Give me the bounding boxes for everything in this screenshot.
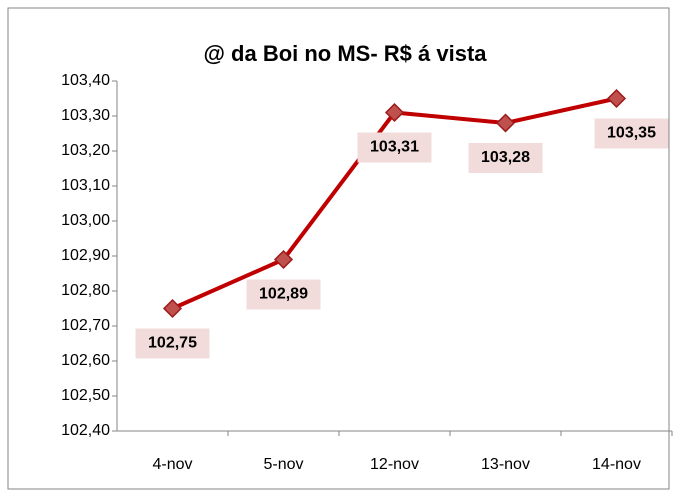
- data-label: 103,28: [481, 149, 530, 166]
- data-label-box: [357, 132, 432, 163]
- y-tick-label: 103,10: [61, 177, 110, 194]
- x-tick-label: 14-nov: [592, 456, 641, 473]
- data-label-box: [468, 143, 543, 173]
- x-tick-label: 5-nov: [263, 456, 303, 473]
- y-tick-label: 103,40: [61, 72, 110, 89]
- marker: [606, 88, 627, 109]
- data-label-box: [246, 279, 321, 310]
- y-tick-label: 102,90: [61, 247, 110, 264]
- y-tick-label: 102,60: [61, 352, 110, 369]
- data-label: 103,31: [370, 139, 419, 156]
- marker: [273, 249, 294, 270]
- x-tick-label: 4-nov: [152, 456, 192, 473]
- marker: [162, 298, 183, 319]
- marker: [495, 113, 516, 133]
- y-tick-label: 103,00: [61, 212, 110, 229]
- y-tick-label: 103,30: [61, 107, 110, 124]
- y-tick-label: 102,40: [61, 422, 110, 439]
- y-tick-label: 102,70: [61, 317, 110, 334]
- x-tick-label: 13-nov: [481, 456, 530, 473]
- marker: [384, 102, 405, 123]
- chart-title: @ da Boi no MS- R$ á vista: [203, 41, 487, 66]
- y-tick-label: 102,50: [61, 387, 110, 404]
- y-tick-label: 102,80: [61, 282, 110, 299]
- data-label: 102,89: [259, 286, 308, 303]
- chart-border: [7, 7, 670, 490]
- x-tick-label: 12-nov: [370, 456, 419, 473]
- data-label-box: [135, 328, 210, 359]
- data-label: 103,35: [607, 125, 656, 142]
- data-label-box: [594, 118, 669, 149]
- data-label: 102,75: [148, 335, 197, 352]
- y-tick-label: 103,20: [61, 142, 110, 159]
